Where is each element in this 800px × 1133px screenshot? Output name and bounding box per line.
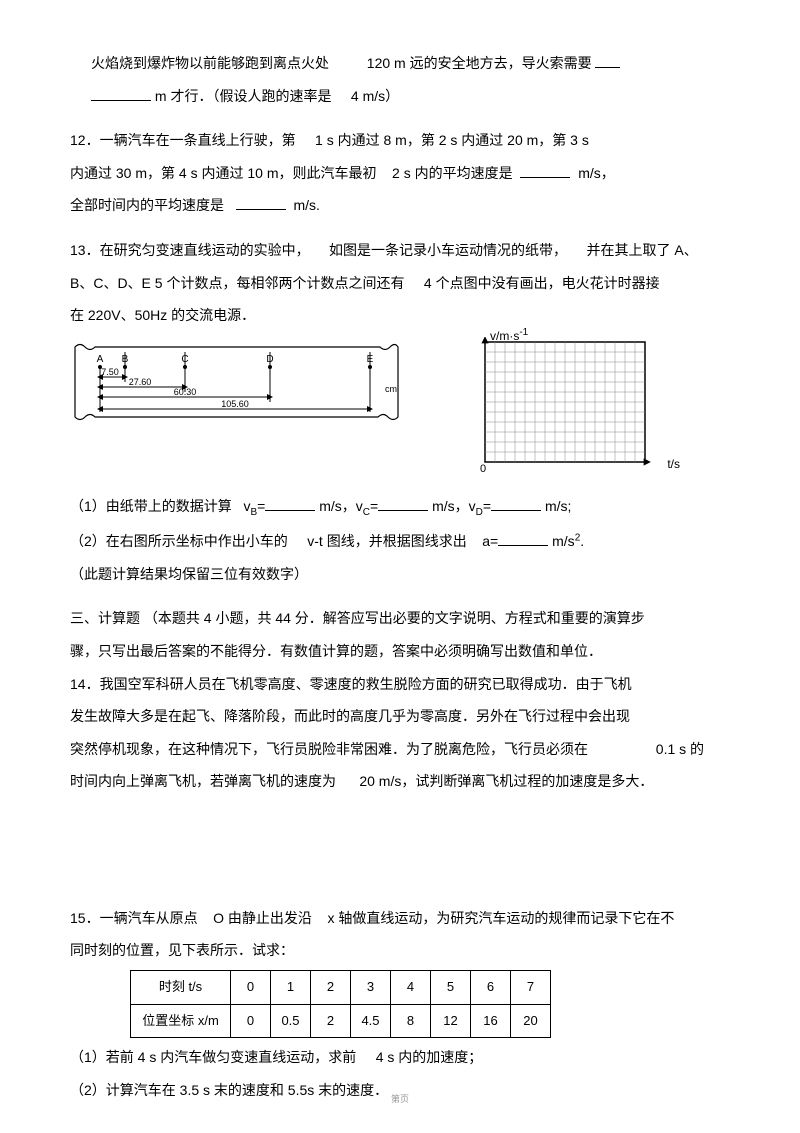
q13-s1c: m/s，v (432, 498, 476, 514)
q15-line2: 同时刻的位置，见下表所示．试求： (70, 937, 730, 964)
q12-l1b: 1 s 内通过 8 m，第 2 s 内通过 20 m，第 3 s (315, 132, 589, 148)
q14-l3b: 0.1 s 的 (656, 741, 704, 757)
q13-s1b: m/s，v (319, 498, 363, 514)
blank (91, 87, 151, 101)
section3-title: 三、计算题 （本题共 4 小题，共 44 分．解答应写出必要的文字说明、方程式和… (70, 605, 730, 632)
q14-line2: 发生故障大多是在起飞、降落阶段，而此时的高度几乎为零高度．另外在飞行过程中会出现 (70, 703, 730, 730)
table-cell: 4 (391, 971, 431, 1005)
q13-s1d: m/s; (545, 498, 571, 514)
table-cell: 6 (471, 971, 511, 1005)
svg-text:0: 0 (480, 463, 486, 475)
q13-s2b: v-t 图线，并根据图线求出 (307, 533, 466, 549)
q15-line1: 15．一辆汽车从原点 O 由静止出发沿 x 轴做直线运动，为研究汽车运动的规律而… (70, 905, 730, 932)
q14-l4a: 时间内向上弹离飞机，若弹离飞机的速度为 (70, 773, 336, 789)
q13-l2b: 4 个点图中没有画出，电火花计时器接 (424, 275, 660, 291)
blank (236, 196, 286, 210)
q12-l2c: m/s， (578, 165, 615, 181)
top-line2-a: m 才行．（假设人跑的速率是 (155, 88, 332, 104)
q13-l1c: 并在其上取了 A、 (586, 242, 697, 258)
q15-table: 时刻 t/s 0 1 2 3 4 5 6 7 位置坐标 x/m 0 0.5 2 … (130, 970, 730, 1038)
q13-l1a: 13．在研究匀变速直线运动的实验中， (70, 242, 310, 258)
q13-s3: （此题计算结果均保留三位有效数字） (70, 566, 308, 582)
q15-l1b: O 由静止出发沿 (213, 910, 312, 926)
s3-tb: 骤，只写出最后答案的不能得分．有数值计算的题，答案中必须明确写出数值和单位． (70, 643, 602, 659)
q15-s1b: 4 s 内的加速度； (376, 1049, 483, 1065)
q13-s2c: a= (482, 533, 498, 549)
section3-titleb: 骤，只写出最后答案的不能得分．有数值计算的题，答案中必须明确写出数值和单位． (70, 638, 730, 665)
q14-line1: 14．我国空军科研人员在飞机零高度、零速度的救生脱险方面的研究已取得成功．由于飞… (70, 671, 730, 698)
svg-text:27.60: 27.60 (129, 377, 152, 387)
q13-s2a: （2）在右图所示坐标中作出小车的 (70, 533, 288, 549)
q13-s2d: m/s (552, 533, 575, 549)
q13-s1a: （1）由纸带上的数据计算 (70, 498, 232, 514)
q12-l2a: 内通过 30 m，第 4 s 内通过 10 m，则此汽车最初 (70, 165, 376, 181)
blank (520, 164, 570, 178)
svg-text:60.30: 60.30 (174, 387, 197, 397)
footer-page-num: 第页 (391, 1091, 409, 1108)
top-line2: m 才行．（假设人跑的速率是 4 m/s） (70, 83, 730, 110)
q14-l4b: 20 m/s，试判断弹离飞机过程的加速度是多大． (359, 773, 653, 789)
table-header: 时刻 t/s (131, 971, 231, 1005)
tape-diagram: A B C D E cm 7.50 27.60 60.30 105.60 (70, 337, 400, 447)
table-cell: 20 (511, 1004, 551, 1038)
table-cell: 4.5 (351, 1004, 391, 1038)
blank (595, 54, 620, 68)
q13-line2: B、C、D、E 5 个计数点，每相邻两个计数点之间还有 4 个点图中没有画出，电… (70, 270, 730, 297)
q12-l2b: 2 s 内的平均速度是 (392, 165, 513, 181)
table-cell: 2 (311, 971, 351, 1005)
q14-l3a: 突然停机现象，在这种情况下，飞行员脱险非常困难．为了脱离危险，飞行员必须在 (70, 741, 588, 757)
blank (378, 497, 428, 511)
table-cell: 3 (351, 971, 391, 1005)
q12-l1a: 12．一辆汽车在一条直线上行驶，第 (70, 132, 296, 148)
table-cell: 0 (231, 971, 271, 1005)
q15-l1c: x 轴做直线运动，为研究汽车运动的规律而记录下它在不 (327, 910, 674, 926)
q15-l1a: 15．一辆汽车从原点 (70, 910, 198, 926)
svg-text:cm: cm (385, 384, 397, 394)
q13-line3: 在 220V、50Hz 的交流电源． (70, 302, 730, 329)
q13-figures: A B C D E cm 7.50 27.60 60.30 105.60 v/m… (70, 337, 730, 486)
q12-line1: 12．一辆汽车在一条直线上行驶，第 1 s 内通过 8 m，第 2 s 内通过 … (70, 127, 730, 154)
table-cell: 5 (431, 971, 471, 1005)
q14-line4: 时间内向上弹离飞机，若弹离飞机的速度为 20 m/s，试判断弹离飞机过程的加速度… (70, 768, 730, 795)
table-cell: 16 (471, 1004, 511, 1038)
table-row: 位置坐标 x/m 0 0.5 2 4.5 8 12 16 20 (131, 1004, 551, 1038)
q12-l3b: m/s. (293, 197, 319, 213)
svg-text:7.50: 7.50 (101, 367, 119, 377)
s3-ta: 三、计算题 （本题共 4 小题，共 44 分．解答应写出必要的文字说明、方程式和… (70, 610, 645, 626)
table-cell: 7 (511, 971, 551, 1005)
table-cell: 8 (391, 1004, 431, 1038)
q12-l3a: 全部时间内的平均速度是 (70, 197, 224, 213)
top-line1-b: 120 m 远的安全地方去，导火索需要 (367, 55, 592, 71)
q12-line2: 内通过 30 m，第 4 s 内通过 10 m，则此汽车最初 2 s 内的平均速… (70, 160, 730, 187)
q15-sub1: （1）若前 4 s 内汽车做匀变速直线运动，求前 4 s 内的加速度； (70, 1044, 730, 1071)
q12-line3: 全部时间内的平均速度是 m/s. (70, 192, 730, 219)
table-cell: 12 (431, 1004, 471, 1038)
top-line2-b: 4 m/s） (351, 88, 399, 104)
table-cell: 1 (271, 971, 311, 1005)
table-row: 时刻 t/s 0 1 2 3 4 5 6 7 (131, 971, 551, 1005)
table-cell: 0.5 (271, 1004, 311, 1038)
y-axis-label: v/m·s-1 (490, 323, 528, 348)
q13-l3: 在 220V、50Hz 的交流电源． (70, 307, 255, 323)
table-cell: 0 (231, 1004, 271, 1038)
x-axis-label: t/s (667, 453, 680, 476)
q13-line1: 13．在研究匀变速直线运动的实验中， 如图是一条记录小车运动情况的纸带， 并在其… (70, 237, 730, 264)
q13-l2a: B、C、D、E 5 个计数点，每相邻两个计数点之间还有 (70, 275, 404, 291)
top-line1: 火焰烧到爆炸物以前能够跑到离点火处 120 m 远的安全地方去，导火索需要 (70, 50, 730, 77)
table-header: 位置坐标 x/m (131, 1004, 231, 1038)
q14-line3: 突然停机现象，在这种情况下，飞行员脱险非常困难．为了脱离危险，飞行员必须在 0.… (70, 736, 730, 763)
q13-sub3: （此题计算结果均保留三位有效数字） (70, 561, 730, 588)
grid-diagram: v/m·s-1 0 t/s (470, 337, 670, 486)
q13-sub2: （2）在右图所示坐标中作出小车的 v-t 图线，并根据图线求出 a= m/s2. (70, 528, 730, 555)
q13-l1b: 如图是一条记录小车运动情况的纸带， (329, 242, 567, 258)
blank (498, 532, 548, 546)
q15-s1a: （1）若前 4 s 内汽车做匀变速直线运动，求前 (70, 1049, 356, 1065)
q13-sub1: （1）由纸带上的数据计算 vB= m/s，vC= m/s，vD= m/s; (70, 493, 730, 522)
svg-text:105.60: 105.60 (221, 399, 249, 409)
svg-text:A: A (97, 354, 104, 365)
blank (491, 497, 541, 511)
blank (265, 497, 315, 511)
table-cell: 2 (311, 1004, 351, 1038)
top-line1-a: 火焰烧到爆炸物以前能够跑到离点火处 (91, 55, 329, 71)
